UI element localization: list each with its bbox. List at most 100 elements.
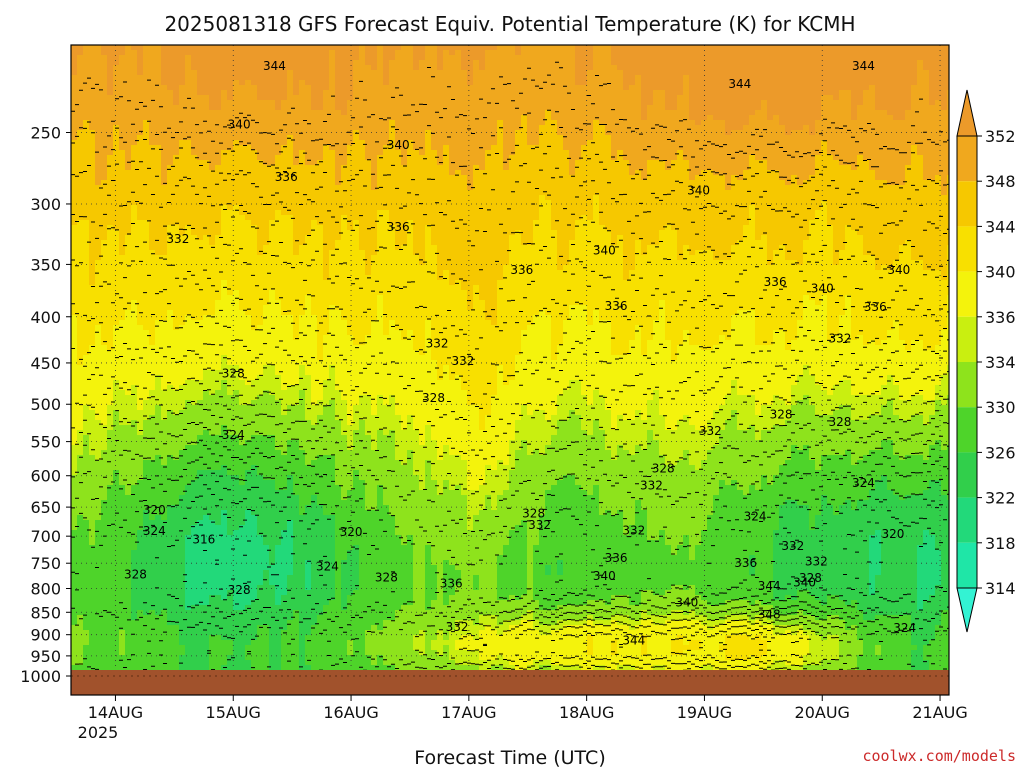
field-cell xyxy=(209,135,216,141)
field-cell xyxy=(119,380,126,386)
field-cell xyxy=(287,55,294,61)
field-cell xyxy=(125,470,132,476)
field-cell xyxy=(287,95,294,101)
field-cell xyxy=(257,560,264,566)
field-cell xyxy=(83,640,90,646)
field-cell xyxy=(299,605,306,611)
field-cell xyxy=(287,310,294,316)
field-cell xyxy=(161,140,168,146)
field-cell xyxy=(233,260,240,266)
field-cell xyxy=(143,110,150,116)
field-cell xyxy=(137,450,144,456)
field-cell xyxy=(149,290,156,296)
field-cell xyxy=(125,320,132,326)
field-cell xyxy=(305,130,312,136)
field-cell xyxy=(269,350,276,356)
field-cell xyxy=(257,390,264,396)
field-cell xyxy=(125,425,132,431)
field-cell xyxy=(233,420,240,426)
field-cell xyxy=(263,380,270,386)
field-cell xyxy=(197,195,204,201)
field-cell xyxy=(251,165,258,171)
field-cell xyxy=(191,475,198,481)
field-cell xyxy=(71,135,78,141)
field-cell xyxy=(83,165,90,171)
field-cell xyxy=(197,400,204,406)
field-cell xyxy=(125,500,132,506)
field-cell xyxy=(191,125,198,131)
field-cell xyxy=(251,380,258,386)
field-cell xyxy=(215,300,222,306)
field-cell xyxy=(89,265,96,271)
field-cell xyxy=(101,165,108,171)
field-cell xyxy=(299,65,306,71)
field-cell xyxy=(209,490,216,496)
field-cell xyxy=(239,560,246,566)
field-cell xyxy=(197,190,204,196)
field-cell xyxy=(275,480,282,486)
field-cell xyxy=(101,215,108,221)
field-cell xyxy=(275,145,282,151)
field-cell xyxy=(119,305,126,311)
field-cell xyxy=(239,335,246,341)
field-cell xyxy=(77,320,84,326)
field-cell xyxy=(83,100,90,106)
field-cell xyxy=(281,415,288,421)
field-cell xyxy=(77,365,84,371)
field-cell xyxy=(203,320,210,326)
field-cell xyxy=(143,300,150,306)
field-cell xyxy=(77,425,84,431)
field-cell xyxy=(197,170,204,176)
field-cell xyxy=(239,75,246,81)
field-cell xyxy=(221,270,228,276)
field-cell xyxy=(119,210,126,216)
field-cell xyxy=(167,550,174,556)
field-cell xyxy=(71,175,78,181)
field-cell xyxy=(137,305,144,311)
field-cell xyxy=(167,215,174,221)
field-cell xyxy=(203,645,210,651)
field-cell xyxy=(275,85,282,91)
field-cell xyxy=(101,345,108,351)
field-cell xyxy=(149,165,156,171)
field-cell xyxy=(137,385,144,391)
field-cell xyxy=(131,635,138,641)
field-cell xyxy=(125,660,132,666)
field-cell xyxy=(101,175,108,181)
field-cell xyxy=(203,465,210,471)
field-cell xyxy=(173,410,180,416)
field-cell xyxy=(281,600,288,606)
field-cell xyxy=(101,530,108,536)
field-cell xyxy=(287,255,294,261)
field-cell xyxy=(269,440,276,446)
field-cell xyxy=(155,660,162,666)
field-cell xyxy=(239,280,246,286)
field-cell xyxy=(149,440,156,446)
field-cell xyxy=(203,460,210,466)
field-cell xyxy=(119,625,126,631)
field-cell xyxy=(233,315,240,321)
field-cell xyxy=(275,595,282,601)
field-cell xyxy=(77,120,84,126)
field-cell xyxy=(161,455,168,461)
field-cell xyxy=(197,405,204,411)
field-cell xyxy=(149,570,156,576)
field-cell xyxy=(149,395,156,401)
field-cell xyxy=(77,595,84,601)
field-cell xyxy=(203,470,210,476)
field-cell xyxy=(77,545,84,551)
field-cell xyxy=(233,390,240,396)
field-cell xyxy=(239,80,246,86)
field-cell xyxy=(77,665,84,670)
field-cell xyxy=(95,55,102,61)
field-cell xyxy=(119,115,126,121)
field-cell xyxy=(77,180,84,186)
field-cell xyxy=(191,575,198,581)
field-cell xyxy=(203,530,210,536)
field-cell xyxy=(125,205,132,211)
field-cell xyxy=(167,560,174,566)
field-cell xyxy=(263,515,270,521)
field-cell xyxy=(239,255,246,261)
field-cell xyxy=(83,440,90,446)
field-cell xyxy=(263,270,270,276)
